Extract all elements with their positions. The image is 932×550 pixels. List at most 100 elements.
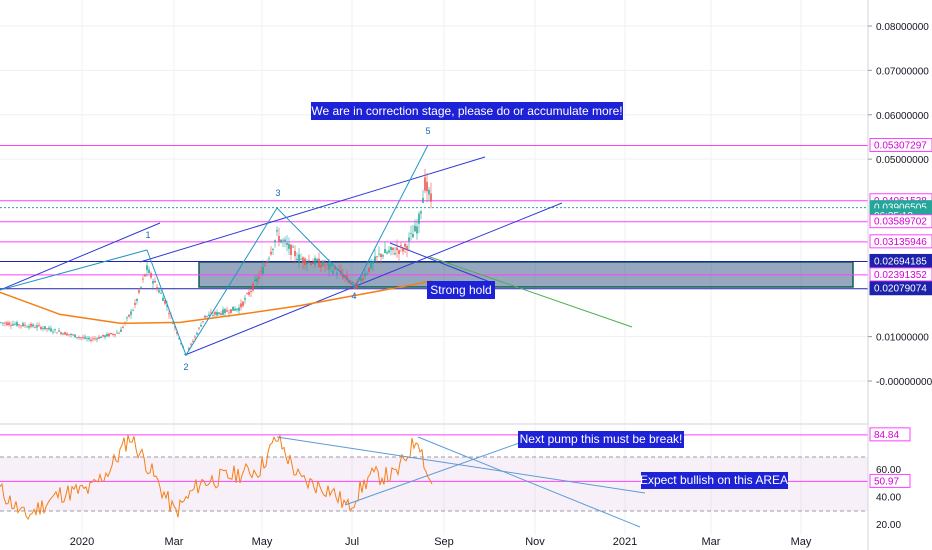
candle-body xyxy=(184,353,186,355)
candle-body xyxy=(126,317,128,319)
candle-body xyxy=(266,261,268,263)
candle-body xyxy=(282,239,284,241)
candle-body xyxy=(306,262,308,265)
correction-note: We are in correction stage, please do or… xyxy=(311,104,622,118)
candle-body xyxy=(410,233,412,234)
candle-body xyxy=(158,290,160,293)
price-tag-label: 0.03589702 xyxy=(874,217,927,228)
rsi-trendline-2[interactable] xyxy=(417,436,641,528)
candle-body xyxy=(262,267,264,274)
candle-body xyxy=(52,331,54,333)
candle-body xyxy=(386,252,388,254)
candle-body xyxy=(374,256,376,262)
candle-body xyxy=(74,334,76,338)
candle-body xyxy=(322,260,324,266)
candle-body xyxy=(368,267,370,272)
candle-body xyxy=(336,272,338,275)
candle-body xyxy=(330,264,332,267)
candle-body xyxy=(12,324,14,326)
candle-body xyxy=(398,250,400,255)
candle-body xyxy=(94,338,96,340)
candle-body xyxy=(6,322,8,326)
rsi-axis: 60.00 40.00 20.00 xyxy=(876,465,901,531)
candle-body xyxy=(300,258,302,260)
candle-body xyxy=(310,263,312,266)
candle-body xyxy=(172,322,174,325)
candle-body xyxy=(248,292,250,295)
candle-body xyxy=(130,311,132,315)
candle-body xyxy=(288,243,290,249)
candle-body xyxy=(188,348,190,350)
candle-body xyxy=(84,336,86,339)
candle-body xyxy=(108,333,110,337)
rsi-trend-lines xyxy=(276,436,646,528)
price-tag-label: 0.03135946 xyxy=(874,237,927,248)
candle-body xyxy=(210,312,212,314)
rsi-tag-box xyxy=(869,473,911,488)
y-tick-label: -0.00000000 xyxy=(876,377,932,388)
candle-body xyxy=(404,243,406,247)
candle-body xyxy=(408,237,410,242)
candle-body xyxy=(250,290,252,292)
candle-body xyxy=(286,242,288,245)
candle-body xyxy=(430,193,432,202)
candle-body xyxy=(362,278,364,281)
candle-body xyxy=(194,336,196,338)
candle-body xyxy=(422,197,424,203)
candle-body xyxy=(16,322,18,326)
rsi-trendline-1[interactable] xyxy=(276,436,646,494)
candle-body xyxy=(316,259,318,262)
trendline-channel-bottom[interactable] xyxy=(184,202,563,356)
candle-body xyxy=(146,265,148,271)
candle-body xyxy=(54,329,56,331)
candle-body xyxy=(100,336,102,339)
candle-body xyxy=(312,262,314,265)
candle-body xyxy=(382,255,384,257)
candle-body xyxy=(22,323,24,327)
x-tick-label: May xyxy=(252,536,273,548)
candle-body xyxy=(92,338,94,340)
candle-body xyxy=(414,225,416,232)
trendline-channel-top[interactable] xyxy=(139,156,486,263)
candle-body xyxy=(326,263,328,265)
candle-body xyxy=(278,235,280,242)
candle-body xyxy=(342,274,344,278)
candle-body xyxy=(418,213,420,224)
strong-hold-label-box xyxy=(427,281,495,299)
candle-body xyxy=(246,293,248,295)
candle-body xyxy=(72,334,74,336)
candle-body xyxy=(56,332,58,334)
candle-body xyxy=(356,282,358,289)
candle-body xyxy=(220,313,222,315)
candle-body xyxy=(384,249,386,254)
candle-body xyxy=(252,283,254,291)
trendline-descending[interactable] xyxy=(389,242,496,285)
candle-body xyxy=(204,315,206,318)
candle-body xyxy=(86,338,88,340)
y-tick-label: 0.05000000 xyxy=(876,155,929,166)
candle-body xyxy=(42,328,44,329)
candle-body xyxy=(396,247,398,251)
strong-hold-label: Strong hold xyxy=(430,283,491,297)
x-tick-label: 2020 xyxy=(70,536,94,548)
candle-body xyxy=(324,265,326,267)
candle-body xyxy=(294,250,296,257)
candle-body xyxy=(338,269,340,271)
candle-body xyxy=(178,338,180,339)
candle-body xyxy=(78,337,80,338)
candle-body xyxy=(14,323,16,325)
price-tag-box xyxy=(869,234,932,249)
candle-body xyxy=(268,258,270,260)
candle-body xyxy=(370,261,372,269)
candle-body xyxy=(26,326,28,328)
price-tag-box xyxy=(869,267,932,282)
trendline-upper[interactable] xyxy=(0,222,161,291)
rsi-trendline-3[interactable] xyxy=(344,441,523,506)
candle-body xyxy=(298,254,300,262)
correction-note-box xyxy=(311,102,623,120)
y-tick-label: 0.06000000 xyxy=(876,111,929,122)
candle-body xyxy=(34,327,36,329)
trendline-green[interactable] xyxy=(429,256,633,328)
wave-label: 3 xyxy=(275,188,280,198)
candle-body xyxy=(302,257,304,263)
